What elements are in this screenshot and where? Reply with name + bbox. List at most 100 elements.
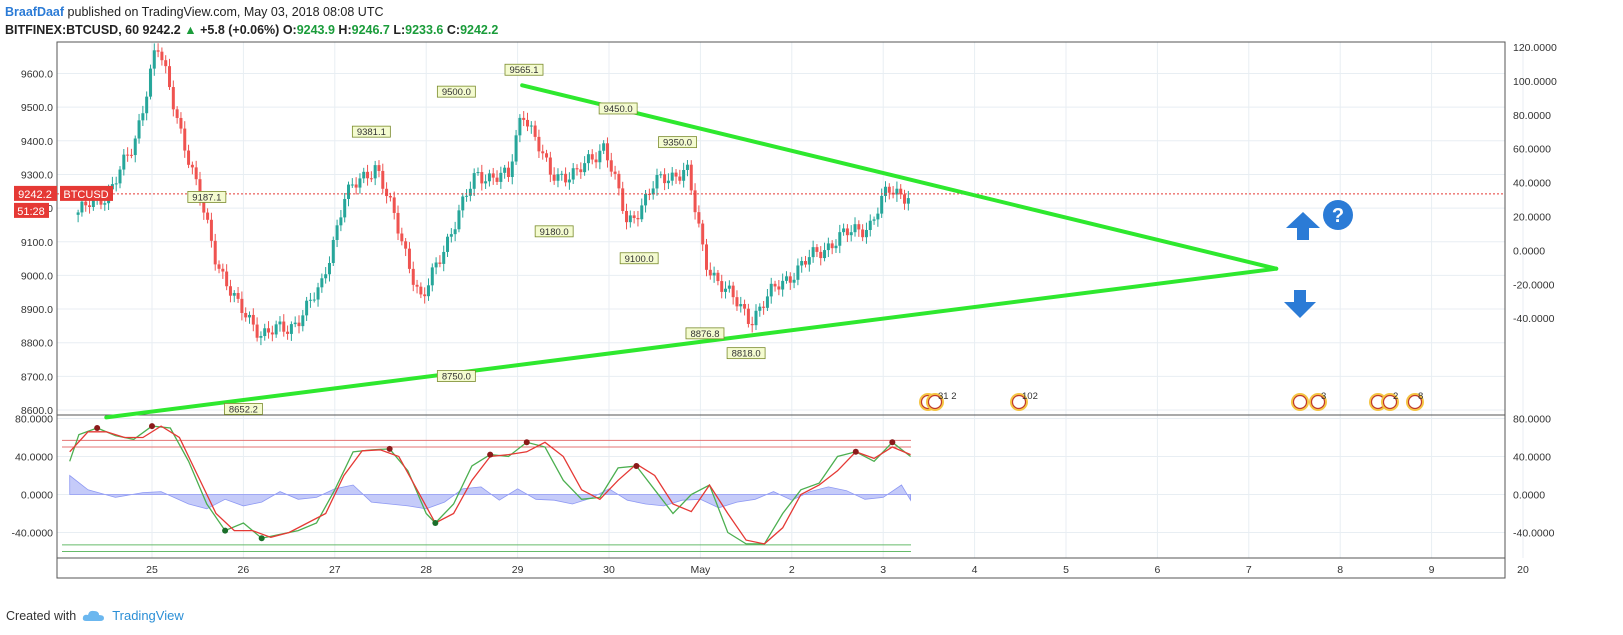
x-tick-label: 3 (880, 564, 886, 576)
candle-body (187, 150, 191, 165)
candle-body (335, 225, 339, 241)
candle-body (746, 308, 750, 324)
x-tick-label: 8 (1337, 564, 1343, 576)
candle-body (716, 272, 720, 282)
grid-lines (57, 42, 1524, 558)
stoch-cross-dot (222, 527, 229, 534)
y-tick-label: 8700.0 (21, 371, 53, 383)
candle-body (659, 174, 663, 176)
candle-body (800, 261, 804, 266)
tradingview-link[interactable]: TradingView (112, 608, 184, 623)
candle-body (735, 297, 739, 307)
candle-body (278, 321, 282, 325)
candle-body (396, 212, 400, 234)
candle-body (308, 299, 312, 301)
candle-body (129, 154, 133, 156)
candle-body (602, 143, 606, 151)
stochastic-panel (62, 423, 912, 552)
candle-body (152, 50, 156, 69)
arrow-down-icon (1284, 290, 1316, 318)
right-tick-label: 0.0000 (1513, 245, 1545, 257)
candle-body (503, 167, 507, 173)
candle-body (179, 117, 183, 129)
open-value: 9243.9 (296, 23, 335, 37)
candle-body (762, 306, 766, 308)
candle-body (628, 215, 632, 223)
candle-body (560, 173, 564, 175)
candle-body (392, 197, 396, 213)
right-tick-label: 100.0000 (1513, 76, 1557, 88)
candle-body (621, 188, 625, 211)
x-tick-label: 29 (512, 564, 524, 576)
candle-body (472, 173, 476, 189)
candle-body (438, 262, 442, 264)
candle-body (426, 285, 430, 297)
candle-body (213, 240, 217, 265)
candle-body (868, 220, 872, 230)
candle-body (366, 171, 370, 179)
stoch-histogram (69, 474, 912, 510)
up-triangle-icon: ▲ (184, 23, 197, 37)
flag-icon (1382, 394, 1398, 410)
right-tick-label: -20.0000 (1513, 279, 1555, 291)
candle-body (114, 183, 118, 185)
y-tick-label: 9600.0 (21, 69, 53, 81)
stoch-cross-dot (633, 463, 640, 469)
footer: Created with TradingView (6, 608, 184, 623)
candle-body (480, 172, 484, 184)
right-tick-label: 40.0000 (1513, 178, 1551, 190)
candle-body (381, 170, 385, 189)
countdown-label: 51:28 (17, 206, 45, 218)
x-tick-label: 27 (329, 564, 341, 576)
candle-body (362, 171, 366, 179)
candle-body (708, 269, 712, 276)
candle-body (655, 175, 659, 189)
candle-body (190, 164, 194, 168)
candle-body (625, 210, 629, 223)
right-tick-label: 120.0000 (1513, 42, 1557, 54)
candle-body (373, 165, 377, 179)
candle-body (415, 284, 419, 287)
pivot-label: 9187.1 (192, 192, 221, 203)
candle-body (712, 272, 716, 276)
x-tick-label: 30 (603, 564, 615, 576)
candle-body (548, 157, 552, 175)
candle-body (811, 247, 815, 258)
candle-body (864, 229, 868, 238)
candle-body (838, 232, 842, 246)
candle-body (845, 228, 849, 236)
candle-body (804, 261, 808, 265)
candle-body (701, 223, 705, 245)
candle-body (880, 195, 884, 214)
x-tick-label: May (690, 564, 711, 576)
candle-body (388, 196, 392, 198)
candle-body (545, 153, 549, 158)
candle-body (857, 224, 861, 230)
pivot-label: 8876.8 (690, 329, 719, 340)
candle-body (819, 251, 823, 259)
candle-body (529, 125, 533, 127)
candle-body (876, 213, 880, 220)
candle-body (137, 120, 141, 139)
open-label: O: (282, 23, 297, 37)
candle-body (849, 232, 853, 236)
candle-body (148, 68, 152, 97)
candle-body (704, 244, 708, 270)
question-mark: ? (1332, 205, 1344, 227)
low-label: L: (393, 23, 406, 37)
candle-body (567, 179, 571, 183)
candle-body (267, 328, 271, 333)
candle-body (118, 169, 122, 184)
event-marker-label: 8 (1418, 391, 1423, 402)
candle-body (883, 186, 887, 196)
author-link[interactable]: BraafDaaf (5, 5, 65, 19)
candle-body (358, 178, 362, 188)
candle-body (685, 164, 689, 171)
price-chart[interactable]: 9187.1 8652.2 9381.1 9500.0 8750.0 9565.1 9180… (0, 0, 1623, 600)
chart-header: BraafDaaf published on TradingView.com, … (5, 3, 498, 39)
pivot-label: 9180.0 (540, 227, 569, 238)
candle-body (164, 60, 168, 67)
candle-body (274, 324, 278, 335)
pivot-label-box (534, 225, 574, 238)
right-tick-label: 20.0000 (1513, 212, 1551, 224)
